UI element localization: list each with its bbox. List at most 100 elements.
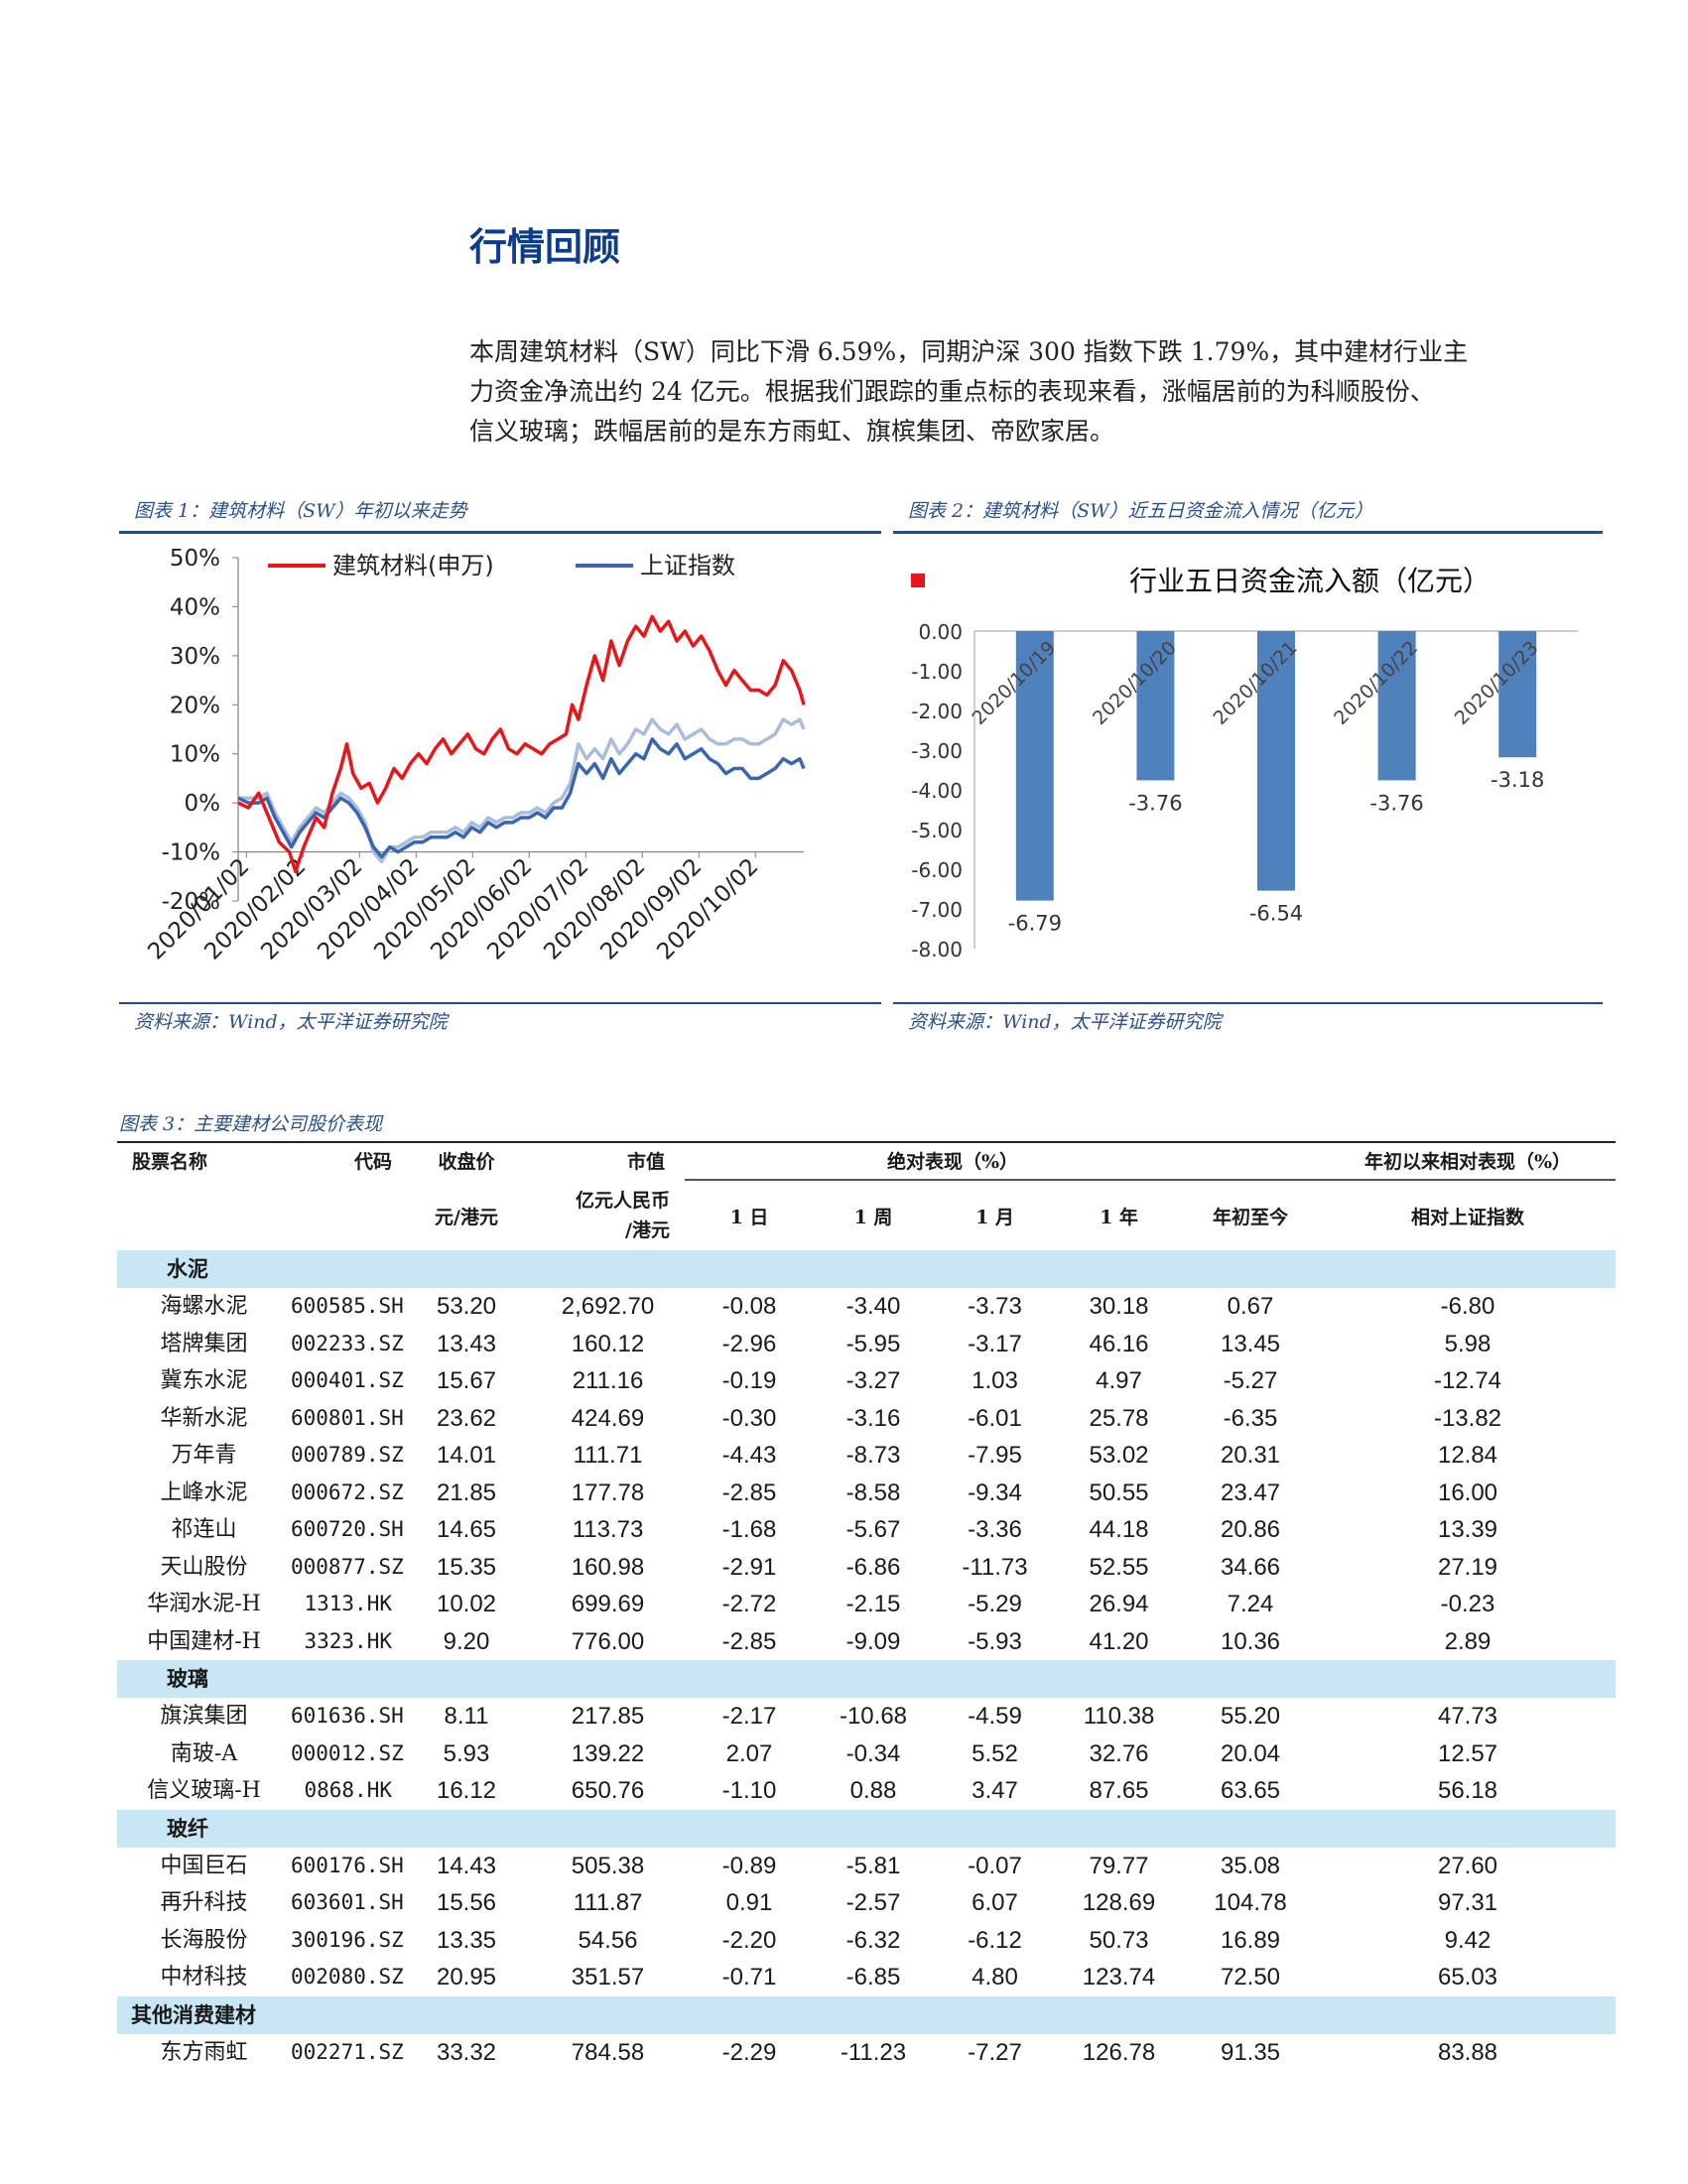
ret-1d: -2.72 [721,1591,777,1617]
close-price: 14.43 [436,1852,497,1879]
y-tick-label: -2.00 [911,700,963,723]
y-tick-label: -7.00 [911,898,963,922]
market-cap: 505.38 [571,1852,645,1879]
ret-ytd: 20.04 [1220,1739,1281,1767]
header-relative-index: 相对上证指数 [1410,1206,1524,1228]
ret-1d: 0.91 [725,1889,773,1916]
stock-code: 000877.SZ [291,1554,404,1579]
rel-index: 56.18 [1437,1777,1498,1804]
stock-code: 002233.SZ [291,1331,404,1355]
rel-index: -13.82 [1433,1404,1502,1432]
ret-1w: -6.86 [845,1553,901,1581]
category-row: 水泥 [117,1250,1616,1288]
stock-name: 海螺水泥 [160,1294,248,1319]
ret-1w: -5.95 [845,1330,901,1357]
ret-1d: -2.20 [721,1926,777,1954]
stock-code: 603601.SH [291,1890,404,1914]
ret-1w: -6.85 [845,1964,901,1991]
ret-1w: -0.34 [845,1739,901,1767]
table-header-row-2: 元/港元 亿元人民币 /港元 1 日 1 周 1 月 1 年 年初至今 相对上证… [117,1181,1616,1250]
rel-index: -0.23 [1440,1591,1495,1617]
ret-1m: 1.03 [972,1367,1018,1394]
ret-1y: 30.18 [1089,1293,1149,1320]
ret-1y: 53.02 [1089,1442,1149,1469]
bar-value-label: -6.79 [1008,912,1062,936]
stock-name: 再升科技 [160,1890,248,1915]
ret-ytd: -5.27 [1223,1367,1278,1394]
close-price: 14.01 [436,1442,497,1469]
ret-1d: -0.30 [721,1404,777,1432]
ret-1w: 0.88 [849,1777,897,1804]
close-price: 15.56 [436,1889,497,1916]
close-price: 10.02 [436,1591,497,1617]
stock-name: 华新水泥 [160,1405,248,1431]
ret-1d: -1.68 [721,1516,777,1543]
close-price: 14.65 [436,1516,497,1543]
rel-index: 83.88 [1437,2038,1498,2066]
table-caption: 图表 3：主要建材公司股价表现 [119,1113,383,1135]
ret-1y: 25.78 [1089,1404,1149,1432]
header-close: 收盘价 [438,1151,495,1173]
header-close-unit: 元/港元 [435,1206,498,1228]
rel-index: -6.80 [1440,1293,1495,1320]
stock-code: 600585.SH [291,1294,404,1318]
table-row: 冀东水泥 000401.SZ 15.67 211.16 -0.19 -3.27 1.03 4.… [117,1362,1616,1400]
stock-code: 600176.SH [291,1853,404,1877]
rel-index: 97.31 [1437,1889,1498,1916]
summary-paragraph: 本周建筑材料（SW）同比下滑 6.59%，同期沪深 300 指数下跌 1.79%… [469,332,1611,451]
header-relative: 年初以来相对表现（%） [1181,1143,1616,1181]
stock-name: 塔牌集团 [160,1331,248,1356]
stock-name: 万年青 [171,1443,237,1468]
stock-code: 300196.SZ [291,1927,404,1952]
ret-1m: -3.73 [968,1293,1022,1320]
legend-label: 上证指数 [640,552,735,579]
ret-ytd: -6.35 [1223,1404,1278,1432]
ret-1m: -6.01 [968,1404,1022,1432]
market-cap: 217.85 [571,1703,645,1730]
paragraph-line: 本周建筑材料（SW）同比下滑 6.59%，同期沪深 300 指数下跌 1.79%… [469,337,1469,366]
table-row: 天山股份 000877.SZ 15.35 160.98 -2.91 -6.86 -11.73… [117,1549,1616,1587]
rel-index: 12.84 [1437,1442,1498,1469]
ret-1w: -9.09 [845,1627,901,1655]
stock-code: 000672.SZ [291,1479,404,1504]
market-cap: 160.98 [571,1553,645,1581]
stock-code: 600720.SH [291,1517,404,1541]
y-tick-label: -5.00 [911,819,963,842]
ret-1d: -4.43 [721,1442,777,1469]
y-tick-label: 50% [170,546,220,572]
ret-1d: -2.91 [721,1553,777,1581]
table-top-rule [117,1141,1616,1143]
market-cap: 351.57 [571,1964,645,1991]
category-row: 玻纤 [117,1809,1616,1848]
stock-code: 002080.SZ [291,1965,404,1989]
y-tick-label: -3.00 [911,739,963,763]
close-price: 16.12 [436,1777,497,1804]
table-row: 东方雨虹 002271.SZ 33.32 784.58 -2.29 -11.23 -7.27… [117,2034,1616,2072]
y-tick-label: 40% [170,594,220,620]
figure2-source: 资料来源：Wind，太平洋证券研究院 [908,1011,1222,1033]
rel-index: 13.39 [1437,1516,1498,1543]
line-chart: 50%40%30%20%10%0%-10%-20%2020/01/022020/… [143,546,806,965]
market-cap: 2,692.70 [561,1293,655,1320]
series-line-1 [237,737,806,859]
stock-code: 000012.SZ [291,1740,404,1765]
header-code: 代码 [353,1151,392,1173]
bar [1015,631,1054,901]
ret-1m: -0.07 [968,1852,1022,1879]
ret-ytd: 55.20 [1220,1703,1281,1730]
ret-1w: -3.16 [845,1404,901,1432]
bar [1136,631,1175,781]
ret-1d: -2.85 [721,1627,777,1655]
ret-1w: -5.81 [845,1852,901,1879]
ret-1m: -6.12 [968,1926,1022,1954]
bar-chart: 行业五日资金流入额（亿元） 0.00 -1.00 -2.00 -3.00 -4.00 -5.… [911,565,1578,962]
market-cap: 211.16 [572,1367,644,1394]
ret-1y: 26.94 [1089,1591,1149,1617]
rel-index: 2.89 [1444,1627,1492,1655]
category-row: 玻璃 [117,1660,1616,1698]
ret-ytd: 16.89 [1220,1926,1281,1954]
stock-code: 601636.SH [291,1704,404,1728]
table-row: 上峰水泥 000672.SZ 21.85 177.78 -2.85 -8.58 -9.34 5… [117,1475,1616,1512]
market-cap: 54.56 [578,1926,638,1954]
ret-1m: -11.73 [962,1553,1028,1581]
